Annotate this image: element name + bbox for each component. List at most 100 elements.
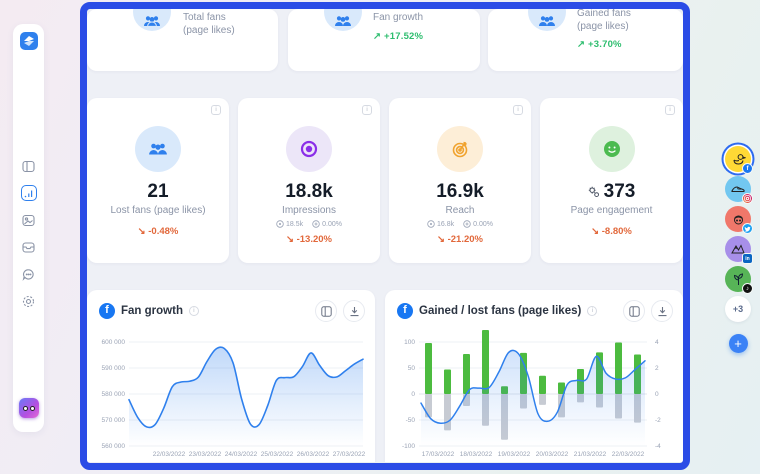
table-view-button[interactable]: [623, 300, 645, 322]
fan-growth-area-chart[interactable]: 600 000 590 000 580 000 570 000 560 000 22/03…: [91, 328, 371, 462]
table-view-button[interactable]: [315, 300, 337, 322]
substat-icon: [276, 220, 284, 228]
svg-text:50: 50: [408, 365, 416, 372]
duck-doodle-icon: [733, 153, 746, 165]
substat-icon: [463, 220, 471, 228]
linkedin-badge-icon: in: [742, 253, 753, 264]
info-icon[interactable]: i: [587, 306, 598, 316]
users-icon: [135, 126, 181, 172]
facebook-icon: f: [397, 303, 413, 319]
info-icon[interactable]: i: [188, 306, 199, 316]
svg-text:580 000: 580 000: [102, 391, 126, 398]
svg-text:18/03/2022: 18/03/2022: [460, 451, 493, 458]
sidebar-item-inbox[interactable]: [21, 239, 37, 255]
svg-text:26/03/2022: 26/03/2022: [297, 451, 330, 458]
gear-icon: [588, 186, 599, 198]
svg-text:-4: -4: [655, 443, 661, 450]
reach-icon: [437, 126, 483, 172]
svg-text:2: 2: [655, 365, 659, 372]
stat-breakdown: 18.5k 0.00%: [238, 220, 380, 228]
users-icon: [528, 9, 566, 31]
stat-value: 18.8k: [285, 181, 333, 202]
card-label: Gained fans (page likes): [577, 9, 631, 32]
card-label: Total fans (page likes): [183, 12, 235, 36]
trend-change: ↘ -21.20%: [437, 234, 483, 245]
sidebar-nav: [20, 158, 37, 309]
users-icon: [133, 9, 171, 31]
svg-text:-50: -50: [406, 417, 416, 424]
sidebar-item-comments[interactable]: [21, 266, 37, 282]
chart-card-fan-growth: f Fan growth i 600 000 590 000 580 000 570 …: [87, 290, 375, 462]
instagram-badge-icon: [742, 193, 753, 204]
sidebar-item-settings[interactable]: [21, 293, 37, 309]
svg-text:20/03/2022: 20/03/2022: [536, 451, 569, 458]
engagement-icon: [588, 126, 635, 172]
svg-text:17/03/2022: 17/03/2022: [422, 451, 455, 458]
gained-lost-bar-chart[interactable]: 100 50 0 -50 -100 4 2 0 -2 -4 17/03/2022 18/03/2022…: [389, 328, 681, 462]
app-logo-icon[interactable]: [19, 32, 38, 50]
svg-text:590 000: 590 000: [102, 365, 126, 372]
sidebar-item-dashboard[interactable]: [21, 158, 37, 174]
svg-text:22/03/2022: 22/03/2022: [612, 451, 645, 458]
download-button[interactable]: [651, 300, 673, 322]
svg-text:24/03/2022: 24/03/2022: [225, 451, 258, 458]
card-total-fans: Total fans (page likes): [87, 9, 278, 71]
svg-text:27/03/2022: 27/03/2022: [333, 451, 366, 458]
account-linkedin[interactable]: in: [725, 236, 753, 264]
stat-breakdown: 16.8k 0.00%: [389, 220, 531, 228]
download-button[interactable]: [343, 300, 365, 322]
avatar-eye-icon: [22, 405, 28, 411]
stat-card-reach: i 16.9k Reach 16.8k 0.00% ↘ -21.20%: [389, 98, 531, 263]
pirate-doodle-icon: [733, 215, 743, 224]
user-avatar[interactable]: [18, 398, 39, 418]
substat-icon: [312, 220, 320, 228]
users-icon: [324, 9, 362, 31]
facebook-icon: f: [99, 303, 115, 319]
stat-card-impressions: i 18.8k Impressions 18.5k 0.00% ↘ -13.20…: [238, 98, 380, 263]
svg-text:19/03/2022: 19/03/2022: [498, 451, 531, 458]
info-icon[interactable]: i: [513, 105, 523, 115]
svg-text:-100: -100: [402, 443, 415, 450]
stat-value-row: 373: [540, 181, 683, 203]
stat-card-lost-fans: i 21 Lost fans (page likes) ↘ -0.48%: [87, 98, 229, 263]
stat-label: Page engagement: [570, 205, 653, 216]
account-twitter[interactable]: [725, 206, 753, 234]
twitter-badge-icon: [742, 223, 753, 234]
avatar-eye-icon: [29, 405, 35, 411]
svg-text:4: 4: [655, 339, 659, 346]
account-rail: f in ♪ +3 +: [724, 146, 753, 353]
svg-text:100: 100: [404, 339, 415, 346]
svg-text:570 000: 570 000: [102, 417, 126, 424]
trend-change: ↗ +3.70%: [577, 39, 622, 50]
sidebar-item-media[interactable]: [21, 212, 37, 228]
add-account-button[interactable]: +: [728, 334, 748, 353]
chart-title: Gained / lost fans (page likes): [419, 305, 582, 317]
more-accounts-button[interactable]: +3: [725, 296, 751, 322]
account-facebook[interactable]: f: [725, 146, 753, 174]
svg-text:0: 0: [655, 391, 659, 398]
account-tiktok[interactable]: ♪: [725, 266, 753, 294]
trend-up-icon: ↗: [373, 31, 382, 42]
sneaker-doodle-icon: [731, 186, 745, 192]
facebook-badge-icon: f: [742, 163, 753, 174]
app-sidebar: [13, 24, 44, 432]
svg-text:600 000: 600 000: [102, 339, 126, 346]
stat-value: 373: [603, 181, 636, 202]
plant-doodle-icon: [733, 272, 743, 285]
dashboard-main: Total fans (page likes) Fan growth ↗ +17.…: [87, 9, 683, 462]
stat-value: 16.9k: [436, 181, 484, 202]
info-icon[interactable]: i: [211, 105, 221, 115]
info-icon[interactable]: i: [665, 105, 675, 115]
stat-card-page-engagement: i 373 Page engagement ↘ -8.80%: [540, 98, 683, 263]
account-instagram[interactable]: [725, 176, 753, 204]
trend-change: ↘ -0.48%: [137, 226, 179, 237]
trend-change: ↗ +17.52%: [373, 31, 424, 42]
tiktok-badge-icon: ♪: [742, 283, 753, 294]
info-icon[interactable]: i: [362, 105, 372, 115]
sidebar-item-analytics[interactable]: [20, 185, 37, 201]
stat-label: Reach: [445, 205, 475, 216]
stat-label: Lost fans (page likes): [110, 205, 206, 216]
svg-text:0: 0: [411, 391, 415, 398]
chart-card-gained-lost: f Gained / lost fans (page likes) i 100 5…: [385, 290, 683, 462]
trend-change: ↘ -13.20%: [286, 234, 332, 245]
